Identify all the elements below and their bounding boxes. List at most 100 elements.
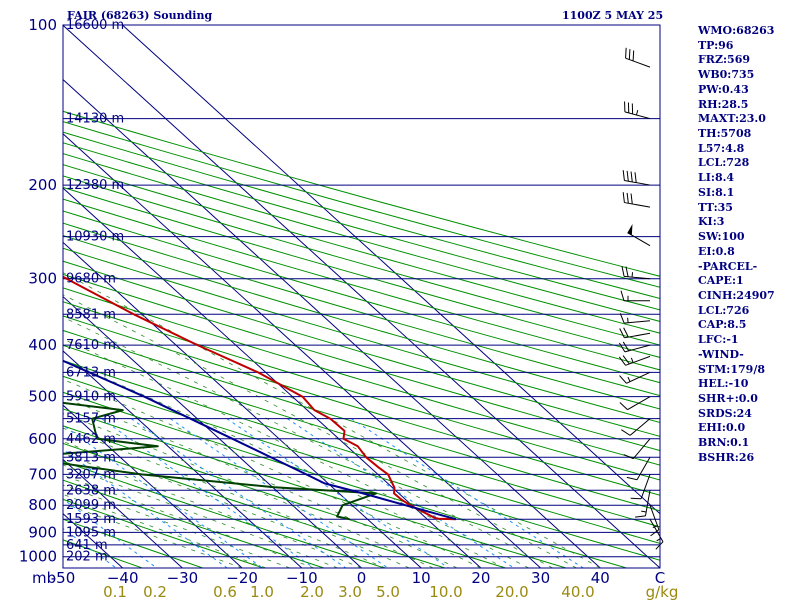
index-entry: TP:96 bbox=[698, 38, 734, 52]
index-entry: LCL:728 bbox=[698, 156, 750, 170]
temp-tick-label: 10 bbox=[412, 569, 431, 587]
index-entry: EI:0.8 bbox=[698, 244, 735, 258]
wind-barb bbox=[622, 170, 651, 186]
moist-adiabat-line bbox=[63, 379, 482, 568]
dry-adiabat-line bbox=[63, 375, 660, 561]
pressure-tick-label: 700 bbox=[28, 465, 57, 483]
index-entry: RH:28.5 bbox=[698, 97, 749, 111]
height-label: 9680 m bbox=[66, 272, 116, 287]
mixing-ratio-tick-label: 2.0 bbox=[300, 583, 324, 600]
temp-tick-label: 30 bbox=[531, 569, 550, 587]
isotherm-line bbox=[63, 567, 64, 568]
dry-adiabat-line bbox=[63, 344, 660, 528]
mixing-ratio-tick-label: 20.0 bbox=[495, 583, 528, 600]
temp-tick-label: 0 bbox=[357, 569, 367, 587]
isotherm-line bbox=[63, 25, 660, 568]
plot-area bbox=[0, 25, 660, 568]
isotherm-line bbox=[0, 25, 3, 568]
index-entry: CAPE:1 bbox=[698, 274, 744, 288]
chart-datetime: 1100Z 5 MAY 25 bbox=[562, 9, 664, 22]
index-entry: WMO:68263 bbox=[698, 24, 775, 37]
pressure-tick-label: 500 bbox=[28, 388, 57, 406]
indices-panel: WMO:68263 TP:96 FRZ:569 WB0:735 PW:0.43 RH:28… bbox=[698, 24, 775, 466]
index-entry: STM:179/8 bbox=[698, 362, 765, 376]
height-label: 16600 m bbox=[66, 18, 124, 33]
index-entry: MAXT:23.0 bbox=[698, 112, 766, 126]
dry-adiabat-line bbox=[63, 142, 660, 311]
height-label: 1593 m bbox=[66, 512, 116, 527]
moist-adiabat-line bbox=[63, 413, 434, 568]
isotherm-line bbox=[63, 241, 422, 568]
index-entry: FRZ:569 bbox=[698, 53, 751, 67]
dry-adiabat-line bbox=[63, 235, 660, 410]
index-entry: -PARCEL- bbox=[698, 259, 758, 273]
temperature-series-line bbox=[63, 275, 456, 521]
isotherm-line bbox=[63, 458, 183, 568]
parcel-series-line bbox=[63, 359, 457, 521]
moist-adiabat-line bbox=[63, 427, 410, 568]
index-entry: LCL:726 bbox=[698, 303, 750, 317]
temp-tick-label: -50 bbox=[51, 569, 76, 587]
dry-adiabat-line bbox=[63, 273, 660, 452]
wind-barb bbox=[621, 418, 651, 436]
mixing-ratio-line bbox=[63, 424, 263, 568]
index-entry: LI:8.4 bbox=[698, 171, 735, 185]
height-label: 2638 m bbox=[66, 483, 116, 498]
index-entry: SRDS:24 bbox=[698, 406, 752, 420]
height-label: 3207 m bbox=[66, 467, 116, 482]
dry-adiabat-line bbox=[63, 175, 660, 346]
index-entry: -WIND- bbox=[698, 347, 744, 361]
wind-barb bbox=[618, 341, 651, 353]
moist-adiabat-line bbox=[63, 464, 338, 568]
mixing-ratio-tick-label: 5.0 bbox=[376, 583, 400, 600]
mixing-ratio-tick-label: 10.0 bbox=[429, 583, 462, 600]
pressure-tick-label: 200 bbox=[28, 176, 57, 194]
temp-tick-label: −20 bbox=[226, 569, 258, 587]
dry-adiabat-line bbox=[63, 391, 627, 568]
dry-adiabat-line bbox=[63, 460, 385, 568]
wind-barb bbox=[626, 457, 651, 481]
moist-adiabat-line bbox=[63, 338, 529, 568]
wind-barb bbox=[624, 101, 651, 120]
mixing-ratio-line bbox=[170, 418, 389, 568]
index-entry: PW:0.43 bbox=[698, 82, 749, 96]
index-entry: L57:4.8 bbox=[698, 141, 745, 155]
temp-tick-label: −10 bbox=[286, 569, 318, 587]
pressure-unit-label: mb bbox=[32, 569, 56, 587]
isotherm-line bbox=[63, 133, 541, 568]
height-label: 202 m bbox=[66, 550, 108, 565]
wind-barb bbox=[619, 371, 651, 384]
index-entry: EHI:0.0 bbox=[698, 421, 746, 435]
pressure-tick-label: 600 bbox=[28, 430, 57, 448]
wind-barb bbox=[627, 223, 651, 247]
mixing-ratio-line bbox=[226, 418, 449, 568]
pressure-tick-label: 1000 bbox=[19, 548, 57, 566]
index-entry: BSHR:26 bbox=[698, 450, 755, 464]
wind-barb bbox=[620, 290, 650, 302]
index-entry: WB0:735 bbox=[698, 68, 755, 82]
dry-adiabat-line bbox=[63, 247, 660, 424]
index-entry: TH:5708 bbox=[698, 127, 752, 141]
moist-adiabat-line bbox=[63, 316, 553, 568]
plot-frame bbox=[62, 24, 661, 569]
height-label: 2099 m bbox=[66, 498, 116, 513]
wind-barb bbox=[623, 438, 651, 460]
mixing-ratio-line bbox=[131, 418, 347, 568]
index-entry: CAP:8.5 bbox=[698, 318, 747, 332]
mixing-ratio-tick-label: 0.6 bbox=[213, 583, 237, 600]
wind-barb bbox=[619, 313, 651, 324]
dry-adiabat-line bbox=[63, 153, 660, 322]
isotherm-line bbox=[63, 404, 243, 568]
dry-adiabat-line bbox=[63, 110, 660, 277]
wind-barb bbox=[622, 192, 651, 208]
temp-tick-label: −30 bbox=[167, 569, 199, 587]
height-label: 6713 m bbox=[66, 365, 116, 380]
pressure-tick-label: 300 bbox=[28, 270, 57, 288]
index-entry: LFC:-1 bbox=[698, 333, 739, 347]
dry-adiabat-line bbox=[63, 301, 660, 481]
index-entry: TT:35 bbox=[698, 200, 733, 214]
height-label: 5910 m bbox=[66, 390, 116, 405]
moist-adiabat-line bbox=[63, 453, 362, 568]
height-label: 10930 m bbox=[66, 230, 124, 245]
